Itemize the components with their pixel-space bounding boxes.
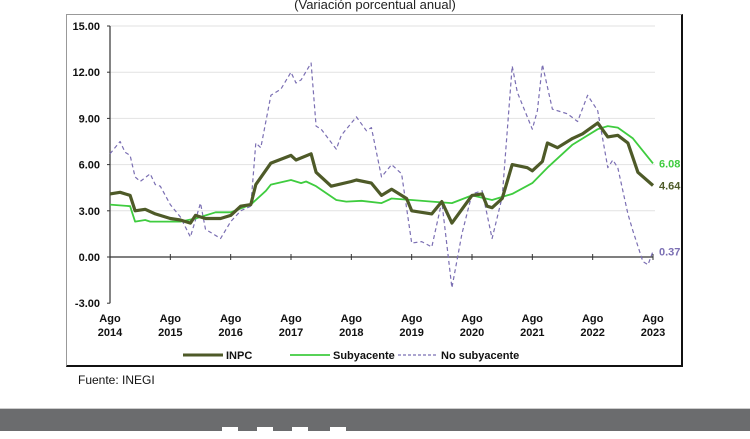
x-tick-year: 2017 [279, 327, 303, 339]
x-tick-month: Ago [522, 313, 544, 325]
series-line-inpc [109, 121, 655, 225]
x-tick-year: 2019 [399, 327, 423, 339]
legend-label: No subyacente [441, 350, 519, 362]
footer-icon[interactable] [292, 427, 308, 439]
footer-bar [0, 408, 750, 439]
y-tick-label: 15.00 [72, 21, 100, 33]
y-tick-label: 12.00 [72, 67, 100, 79]
footer-icon[interactable] [222, 427, 238, 439]
x-tick-year: 2014 [98, 327, 123, 339]
x-tick-year: 2018 [339, 327, 363, 339]
x-tick-year: 2020 [460, 327, 484, 339]
y-tick-label: 9.00 [79, 113, 100, 125]
x-tick-month: Ago [582, 313, 604, 325]
x-tick-month: Ago [99, 313, 121, 325]
x-tick-year: 2016 [218, 327, 242, 339]
end-value-label: 0.37 [659, 246, 680, 258]
x-tick-month: Ago [280, 313, 302, 325]
y-tick-label: -3.00 [75, 298, 100, 310]
legend-label: INPC [226, 350, 252, 362]
footer-icon[interactable] [257, 427, 273, 439]
y-tick-label: 0.00 [79, 252, 100, 264]
footer-icon[interactable] [330, 427, 346, 439]
series-line-no-subyacente [109, 62, 654, 289]
end-value-label: 4.64 [659, 181, 681, 193]
source-note: Fuente: INEGI [78, 373, 155, 387]
x-tick-month: Ago [461, 313, 483, 325]
y-tick-label: 6.00 [79, 160, 100, 172]
y-tick-label: 3.00 [79, 206, 100, 218]
x-tick-month: Ago [160, 313, 182, 325]
x-tick-year: 2022 [580, 327, 604, 339]
chart-subtitle: (Variación porcentual anual) [294, 0, 456, 12]
x-tick-year: 2023 [641, 327, 665, 339]
x-tick-month: Ago [642, 313, 664, 325]
chart-frame [66, 14, 683, 367]
end-value-label: 6.08 [659, 158, 680, 170]
x-tick-month: Ago [341, 313, 363, 325]
legend-label: Subyacente [333, 350, 395, 362]
x-tick-month: Ago [401, 313, 423, 325]
x-tick-year: 2015 [158, 327, 182, 339]
series-line-subyacente [109, 125, 654, 223]
x-tick-month: Ago [220, 313, 242, 325]
inflation-line-chart: 15.00 12.00 9.00 6.00 3.00 0.00 -3.00 Ago 2014 Ag… [72, 21, 681, 362]
x-tick-year: 2021 [520, 327, 544, 339]
